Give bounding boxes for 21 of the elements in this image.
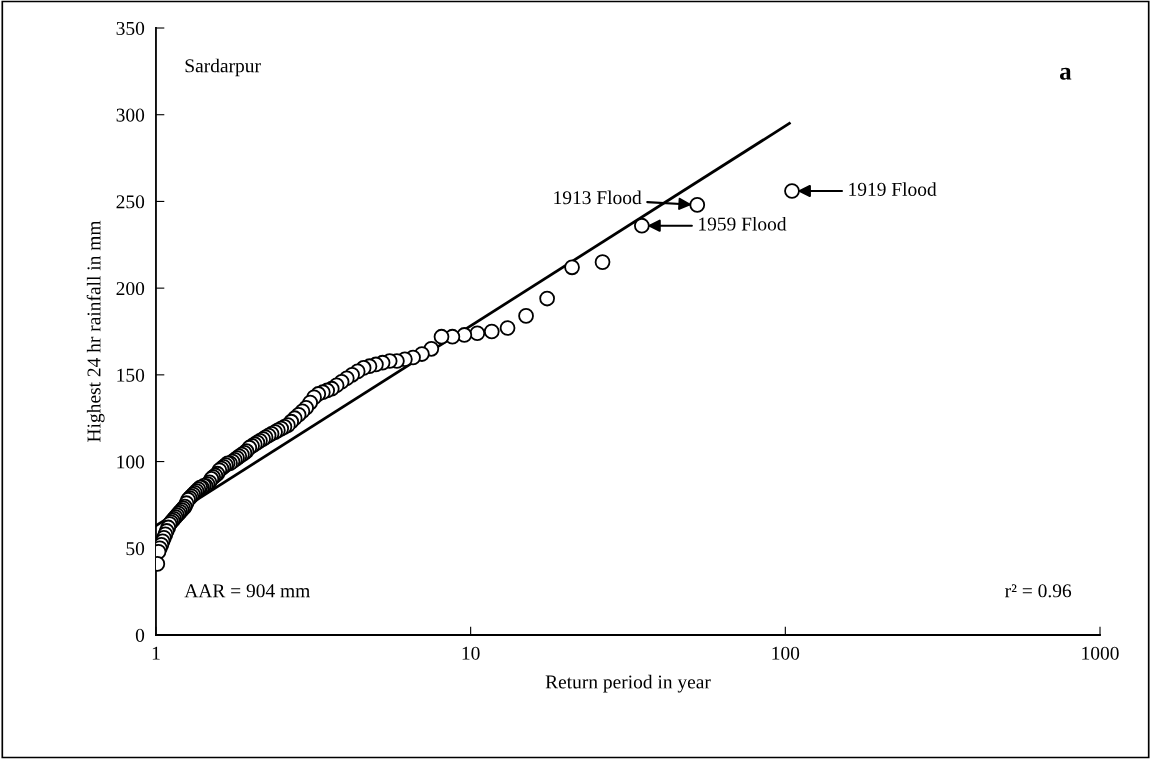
y-tick-label: 100 [117, 455, 145, 469]
y-axis-title: Highest 24 hr rainfall in mm [86, 220, 105, 442]
annotation: a [1059, 67, 1072, 80]
annotation: 1913 Flood [554, 190, 642, 205]
x-tick-label: 1000 [1082, 646, 1119, 660]
y-tick-label: 250 [116, 195, 145, 209]
y-tick-label: 150 [117, 368, 145, 382]
y-tick-label: 200 [116, 281, 145, 296]
annotation: AAR = 904 mm [184, 584, 310, 598]
x-axis-title: Return period in year [545, 674, 711, 693]
x-tick-label: 100 [772, 646, 800, 660]
y-tick-label: 350 [116, 21, 145, 35]
y-tick-label: 0 [135, 628, 145, 642]
annotation: r² = 0.96 [1005, 584, 1072, 598]
annotation: 1919 Flood [849, 182, 937, 196]
x-tick-label: 10 [462, 646, 480, 660]
text: Sardarpur [185, 58, 261, 77]
y-tick-label: 50 [126, 542, 145, 556]
annotation: 1959 Flood [699, 216, 787, 231]
x-tick-label: 1 [152, 646, 160, 660]
y-tick-label: 300 [116, 108, 145, 122]
